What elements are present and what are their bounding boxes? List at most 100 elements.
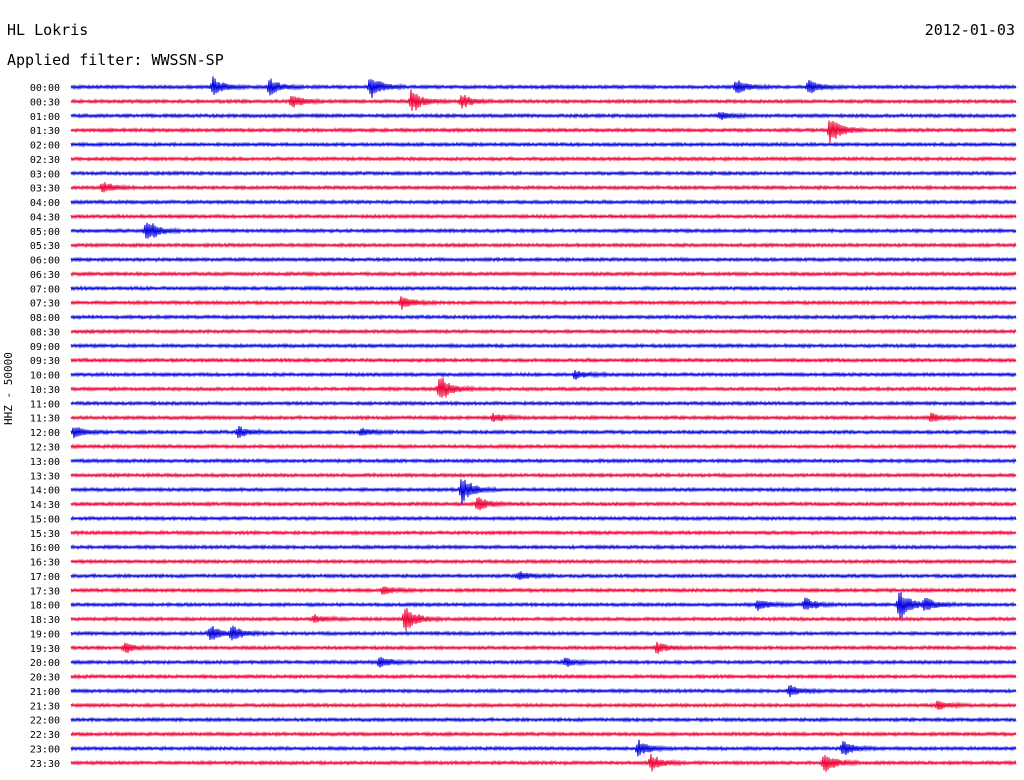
- trace-line: [70, 739, 1017, 757]
- trace-line: [70, 457, 1017, 465]
- time-label: 10:00: [30, 371, 60, 382]
- time-label: 09:30: [30, 356, 60, 367]
- trace-line: [70, 170, 1017, 177]
- trace-line: [70, 586, 1017, 595]
- trace-line: [70, 592, 1017, 618]
- time-label: 19:00: [30, 629, 60, 640]
- trace-line: [70, 256, 1017, 263]
- trace-line: [70, 342, 1017, 350]
- trace-line: [70, 120, 1017, 143]
- time-label: 02:30: [30, 155, 60, 166]
- trace-line: [70, 155, 1017, 163]
- trace-line: [70, 625, 1017, 641]
- time-label: 12:00: [30, 428, 60, 439]
- trace-line: [70, 515, 1017, 522]
- trace-line: [70, 370, 1017, 380]
- time-label: 02:00: [30, 141, 60, 152]
- time-label: 11:30: [30, 414, 60, 425]
- trace-line: [70, 241, 1017, 249]
- time-label: 00:30: [30, 97, 60, 108]
- time-label: 07:00: [30, 284, 60, 295]
- trace-line: [70, 285, 1017, 292]
- trace-line: [70, 89, 1017, 111]
- time-label: 18:30: [30, 615, 60, 626]
- time-label: 22:00: [30, 716, 60, 727]
- trace-line: [70, 641, 1017, 654]
- time-label: 05:00: [30, 227, 60, 238]
- time-label: 11:00: [30, 399, 60, 410]
- trace-line: [70, 543, 1017, 551]
- trace-line: [70, 112, 1017, 121]
- time-label: 06:00: [30, 256, 60, 267]
- time-label: 00:00: [30, 83, 60, 94]
- time-label: 14:30: [30, 500, 60, 511]
- trace-line: [70, 328, 1017, 335]
- time-label: 10:30: [30, 385, 60, 396]
- time-label: 16:30: [30, 558, 60, 569]
- trace-line: [70, 571, 1017, 581]
- time-label: 17:30: [30, 586, 60, 597]
- trace-line: [70, 730, 1017, 738]
- time-label: 14:00: [30, 486, 60, 497]
- time-label: 21:00: [30, 687, 60, 698]
- time-label: 22:30: [30, 730, 60, 741]
- trace-line: [70, 716, 1017, 723]
- trace-line: [70, 141, 1017, 148]
- time-label: 01:00: [30, 112, 60, 123]
- filter-label: Applied filter: WWSSN-SP: [7, 51, 224, 69]
- trace-line: [70, 479, 1017, 504]
- time-label: 17:00: [30, 572, 60, 583]
- time-label: 05:30: [30, 241, 60, 252]
- trace-line: [70, 182, 1017, 193]
- trace-line: [70, 400, 1017, 407]
- time-label: 19:30: [30, 644, 60, 655]
- time-label: 15:30: [30, 529, 60, 540]
- trace-line: [70, 356, 1017, 364]
- trace-line: [70, 425, 1017, 439]
- time-label: 15:00: [30, 514, 60, 525]
- time-label: 16:00: [30, 543, 60, 554]
- trace-line: [70, 222, 1017, 239]
- time-label: 23:30: [30, 759, 60, 770]
- time-label: 18:00: [30, 601, 60, 612]
- trace-line: [70, 558, 1017, 565]
- time-label: 08:30: [30, 327, 60, 338]
- time-label: 23:00: [30, 744, 60, 755]
- time-label: 07:30: [30, 299, 60, 310]
- time-label: 12:30: [30, 443, 60, 454]
- time-label: 21:30: [30, 701, 60, 712]
- trace-line: [70, 497, 1017, 511]
- time-label: 20:00: [30, 658, 60, 669]
- trace-line: [70, 529, 1017, 537]
- trace-line: [70, 753, 1017, 772]
- time-label: 08:00: [30, 313, 60, 324]
- time-label: 20:30: [30, 673, 60, 684]
- time-label: 09:00: [30, 342, 60, 353]
- trace-line: [70, 270, 1017, 278]
- trace-line: [70, 412, 1017, 422]
- trace-line: [70, 76, 1017, 99]
- time-label: 13:00: [30, 457, 60, 468]
- time-label: 01:30: [30, 126, 60, 137]
- time-label: 04:00: [30, 198, 60, 209]
- trace-line: [70, 685, 1017, 698]
- time-label: 03:00: [30, 169, 60, 180]
- trace-line: [70, 377, 1017, 398]
- trace-line: [70, 472, 1017, 479]
- trace-line: [70, 198, 1017, 206]
- trace-line: [70, 313, 1017, 321]
- time-label: 13:30: [30, 471, 60, 482]
- time-label: 04:30: [30, 212, 60, 223]
- trace-line: [70, 673, 1017, 680]
- trace-line: [70, 657, 1017, 668]
- date-label: 2012-01-03: [924, 21, 1015, 39]
- trace-line: [70, 213, 1017, 220]
- trace-line: [70, 700, 1017, 710]
- station-title: HL Lokris: [7, 21, 89, 39]
- trace-line: [70, 608, 1017, 632]
- trace-line: [70, 443, 1017, 450]
- time-label: 03:30: [30, 184, 60, 195]
- time-label: 06:30: [30, 270, 60, 281]
- trace-line: [70, 296, 1017, 310]
